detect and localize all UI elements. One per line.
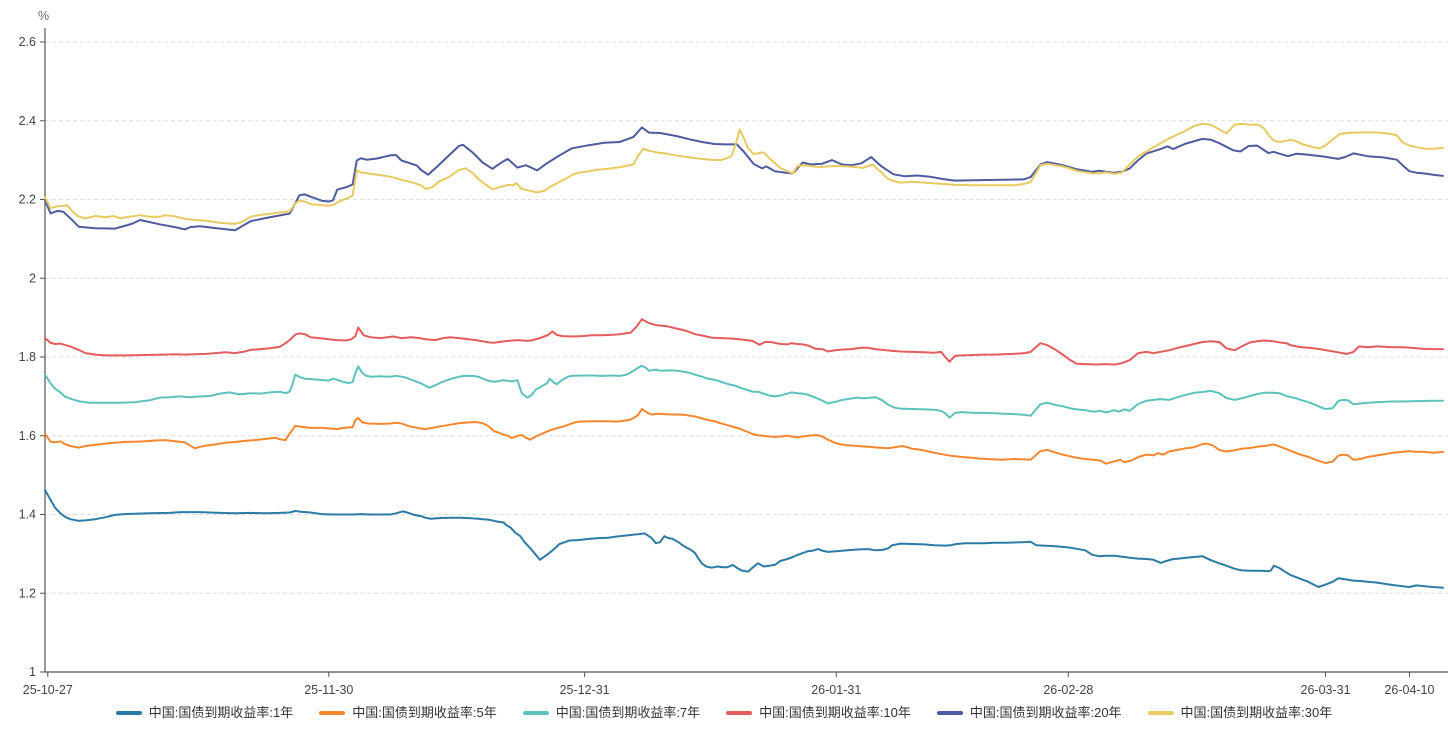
legend-item-1[interactable]: 中国:国债到期收益率:1年 [115,704,294,722]
legend-line-swatch [1147,711,1174,715]
y-axis-unit-label: % [38,9,49,23]
y-axis-label: 1.2 [19,586,36,600]
legend-label: 中国:国债到期收益率:5年 [352,705,497,720]
series-line-5[interactable] [44,126,1444,232]
series-line-2[interactable] [44,408,1444,465]
legend-item-5[interactable]: 中国:国债到期收益率:20年 [936,704,1122,722]
legend-label: 中国:国债到期收益率:7年 [555,705,701,720]
legend-label: 中国:国债到期收益率:20年 [969,705,1122,720]
legend-item-3[interactable]: 中国:国债到期收益率:7年 [522,704,701,722]
legend-line-swatch [726,711,753,715]
series-line-6[interactable] [44,122,1444,225]
y-axis-label: 2.2 [19,193,36,207]
legend-line-swatch [522,711,549,715]
legend-item-2[interactable]: 中国:国债到期收益率:5年 [319,704,497,722]
legend-line-swatch [936,711,963,715]
x-axis-label: 26-04-10 [1384,683,1434,697]
legend-line-swatch [115,711,142,715]
x-axis-label: 26-01-31 [811,683,861,697]
y-axis-label: 2.4 [19,114,36,128]
x-axis-label: 25-12-31 [560,683,610,697]
legend-item-6[interactable]: 中国:国债到期收益率:30年 [1147,704,1333,722]
legend-label: 中国:国债到期收益率:10年 [759,705,911,720]
x-axis-label: 26-03-31 [1301,683,1351,697]
legend: 中国:国债到期收益率:1年 中国:国债到期收益率:5年 中国:国债到期收益率:7年 中… [0,702,1448,724]
y-axis-label: 2 [29,271,36,285]
legend-label: 中国:国债到期收益率:30年 [1180,705,1333,720]
y-axis-label: 1.8 [19,350,36,364]
series-line-4[interactable] [44,318,1444,366]
y-axis-label: 1 [29,665,36,679]
series-line-1[interactable] [44,489,1444,589]
legend-label: 中国:国债到期收益率:1年 [148,705,294,720]
y-axis-label: 1.6 [19,429,36,443]
legend-line-swatch [319,711,346,715]
y-axis-label: 2.6 [19,35,36,49]
y-axis-label: 1.4 [19,508,36,522]
legend-item-4[interactable]: 中国:国债到期收益率:10年 [726,704,911,722]
x-axis-label: 26-02-28 [1043,683,1093,697]
x-axis-label: 25-11-30 [304,683,353,697]
series-line-3[interactable] [44,364,1444,419]
x-axis-label: 25-10-27 [23,683,73,697]
